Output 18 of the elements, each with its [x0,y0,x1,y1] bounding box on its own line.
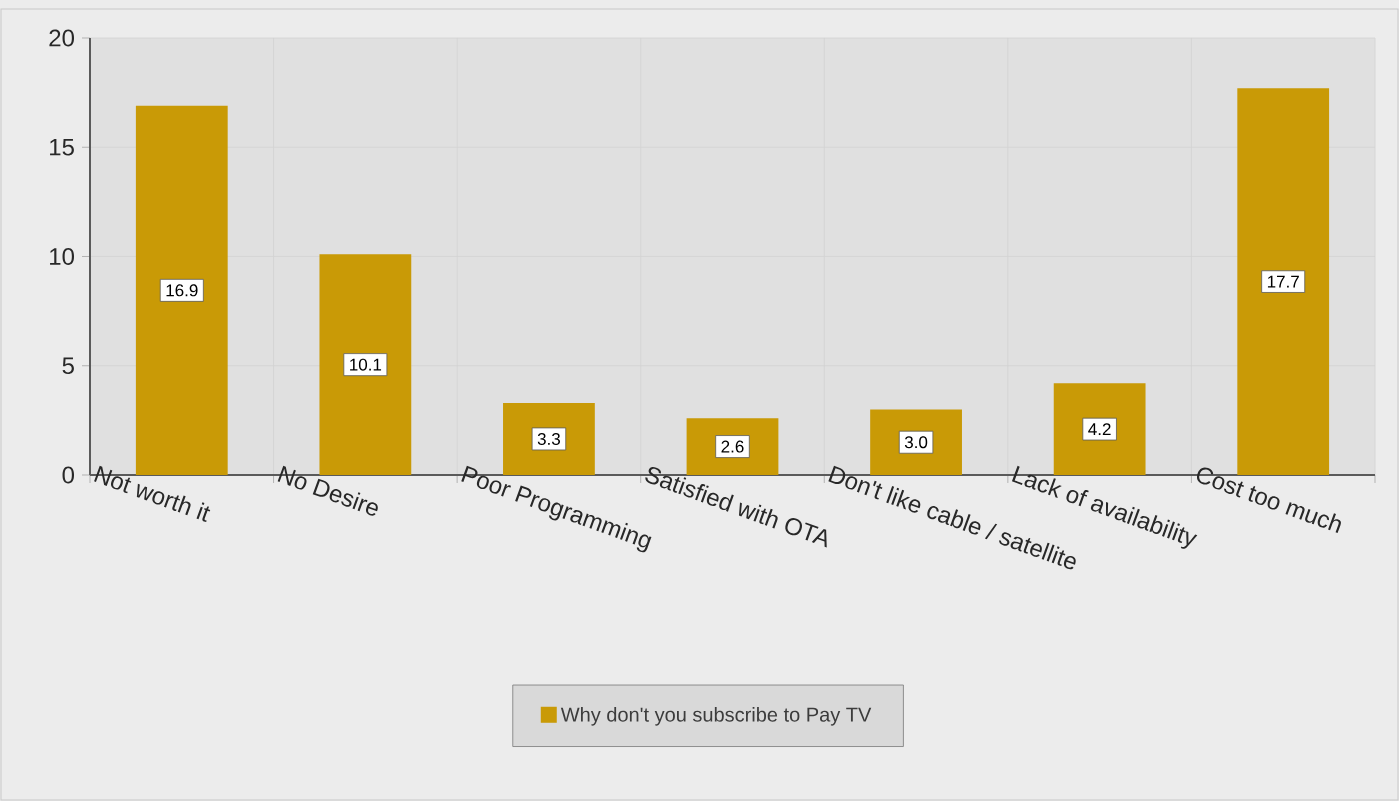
data-label: 10.1 [350,358,382,371]
y-tick-label: 20 [49,29,75,47]
data-label: 4.2 [1088,423,1111,436]
x-tick-label: Cost too much [1196,467,1341,534]
data-label: 3.3 [537,432,561,445]
y-tick-label: 15 [50,138,74,156]
y-tick-label: 0 [62,466,75,484]
x-tick-label: Not worth it [94,465,211,523]
legend-label: Why don't you subscribe to Pay TV [560,707,872,726]
data-label: 16.9 [166,284,198,297]
y-tick-label: 10 [50,248,75,265]
bar [319,254,412,475]
data-label: 2.6 [721,440,744,453]
y-tick-label: 5 [62,357,74,375]
data-label: 3.0 [904,436,928,449]
bar [135,105,228,475]
x-tick-label: No Desire [277,465,378,516]
data-label: 17.7 [1267,275,1299,288]
